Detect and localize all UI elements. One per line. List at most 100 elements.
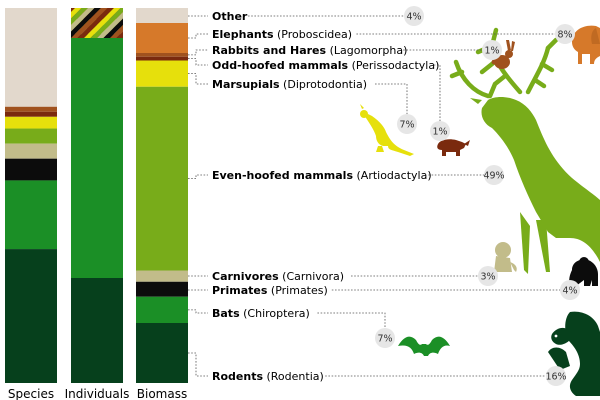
leader-in-rabbits [188, 49, 208, 56]
pct-bubble-carnivores [478, 266, 498, 286]
legend-name-bats: Bats [212, 307, 240, 320]
stripe-evenhoofed [90, 8, 123, 38]
rabbit-icon [491, 40, 515, 69]
legend-latin-carnivores: (Carnivora) [279, 270, 344, 283]
pct-bubble-other [404, 6, 424, 26]
leader-out-oddhoofed [433, 64, 441, 121]
legend-name-rabbits: Rabbits and Hares [212, 44, 327, 57]
leader-in-elephants [188, 33, 208, 39]
pct-bubble-evenhoofed [484, 165, 504, 185]
leader-lines-layer [188, 15, 560, 377]
legend-latin-rodents: (Rodentia) [263, 370, 324, 383]
legend-name-oddhoofed: Odd-hoofed mammals [212, 59, 349, 72]
legend-latin-rabbits: (Lagomorpha) [326, 44, 407, 57]
bars-layer [5, 8, 188, 383]
bar-segment-evenhoofed-species [5, 128, 57, 144]
legend-label-other: Other [212, 10, 248, 23]
pct-label-marsupials: 7% [399, 120, 414, 131]
leader-out-marsupials [375, 83, 408, 114]
elephant-icon [572, 25, 600, 64]
bar-segment-oddhoofed-species [5, 111, 57, 117]
category-label-species: Species [8, 387, 54, 400]
pct-bubble-rodents [546, 366, 566, 386]
bar-segment-primates-species [5, 158, 57, 181]
squirrel-icon [548, 311, 600, 396]
legend-name-carnivores: Carnivores [212, 270, 279, 283]
legend-latin-evenhoofed: (Artiodactyla) [353, 169, 432, 182]
pct-label-other: 4% [406, 12, 421, 23]
icons-layer [360, 25, 600, 396]
legend-label-oddhoofed: Odd-hoofed mammals (Perissodactyla) [212, 59, 439, 72]
legend-label-primates: Primates (Primates) [212, 284, 328, 297]
bar-segment-carnivores-species [5, 143, 57, 159]
bar-segment-other-biomass [136, 8, 188, 23]
pct-bubble-bats [375, 328, 395, 348]
stripe-oddhoofed [116, 31, 123, 38]
legend-latin-elephants: (Proboscidea) [274, 28, 353, 41]
legend-name-rodents: Rodents [212, 370, 263, 383]
legend-label-evenhoofed: Even-hoofed mammals (Artiodactyla) [212, 169, 432, 182]
legend-name-marsupials: Marsupials [212, 78, 280, 91]
leader-in-rodents [188, 352, 208, 377]
bar-segment-elephants-biomass [136, 23, 188, 53]
labels-layer: Other 4% Elephants (Proboscidea) 8% Rabbits … [212, 6, 580, 386]
pct-bubble-oddhoofed [430, 121, 450, 141]
legend-latin-oddhoofed: (Perissodactyla) [348, 59, 439, 72]
legend-name-primates: Primates [212, 284, 268, 297]
bar-segment-evenhoofed-biomass [136, 86, 188, 271]
stripe-carnivores [97, 12, 123, 38]
leader-in-marsupials [188, 73, 208, 85]
stripe-oddhoofed [77, 8, 114, 38]
bar-segment-bats-biomass [136, 296, 188, 323]
pct-label-bats: 7% [377, 334, 392, 345]
category-label-biomass: Biomass [137, 387, 187, 400]
legend-label-marsupials: Marsupials (Diprotodontia) [212, 78, 367, 91]
bar-segment-bats-species [5, 180, 57, 250]
rhino-icon [437, 139, 470, 156]
pct-bubble-rabbits [482, 40, 502, 60]
category-label-individuals: Individuals [65, 387, 130, 400]
legend-label-elephants: Elephants (Proboscidea) [212, 28, 352, 41]
pct-bubble-elephants [555, 24, 575, 44]
legend-label-rabbits: Rabbits and Hares (Lagomorpha) [212, 44, 407, 57]
stripe-rabbits [71, 8, 108, 38]
category-labels-layer: Species Individuals Biomass [8, 387, 187, 400]
bar-segment-rabbits-biomass [136, 53, 188, 57]
pct-bubble-primates [560, 280, 580, 300]
bar-segment-marsupials-biomass [136, 60, 188, 87]
legend-label-carnivores: Carnivores (Carnivora) [212, 270, 344, 283]
pct-label-evenhoofed: 49% [483, 171, 504, 182]
bar-segment-primates-biomass [136, 281, 188, 297]
legend-label-bats: Bats (Chiroptera) [212, 307, 310, 320]
pct-label-carnivores: 3% [480, 272, 495, 283]
legend-name-evenhoofed: Even-hoofed mammals [212, 169, 353, 182]
stripe-primates [103, 18, 123, 38]
bar-segment-marsupials-species [5, 116, 57, 129]
legend-latin-marsupials: (Diprotodontia) [280, 78, 367, 91]
bar-segment-oddhoofed-biomass [136, 56, 188, 61]
bar-segment-rodents-biomass [136, 323, 188, 383]
leader-in-evenhoofed [188, 174, 208, 180]
gorilla-icon [569, 257, 598, 286]
legend-latin-primates: (Primates) [267, 284, 327, 297]
deer-icon [449, 27, 600, 274]
kangaroo-icon [360, 104, 414, 156]
pct-bubble-marsupials [397, 114, 417, 134]
individuals-stripes [71, 8, 123, 38]
pct-label-oddhoofed: 1% [432, 127, 447, 138]
pct-label-rodents: 16% [545, 372, 566, 383]
bar-segment-bats-individuals [71, 38, 123, 278]
legend-name-other: Other [212, 10, 248, 23]
pct-label-rabbits: 1% [484, 46, 499, 57]
legend-name-elephants: Elephants [212, 28, 274, 41]
leader-in-bats [188, 309, 208, 314]
bat-icon [398, 336, 450, 356]
bar-segment-rodents-individuals [71, 278, 123, 383]
legend-label-rodents: Rodents (Rodentia) [212, 370, 324, 383]
leader-in-oddhoofed [188, 58, 208, 66]
bar-segment-rodents-species [5, 249, 57, 383]
bar-segment-rabbits-species [5, 106, 57, 112]
pct-label-elephants: 8% [557, 30, 572, 41]
